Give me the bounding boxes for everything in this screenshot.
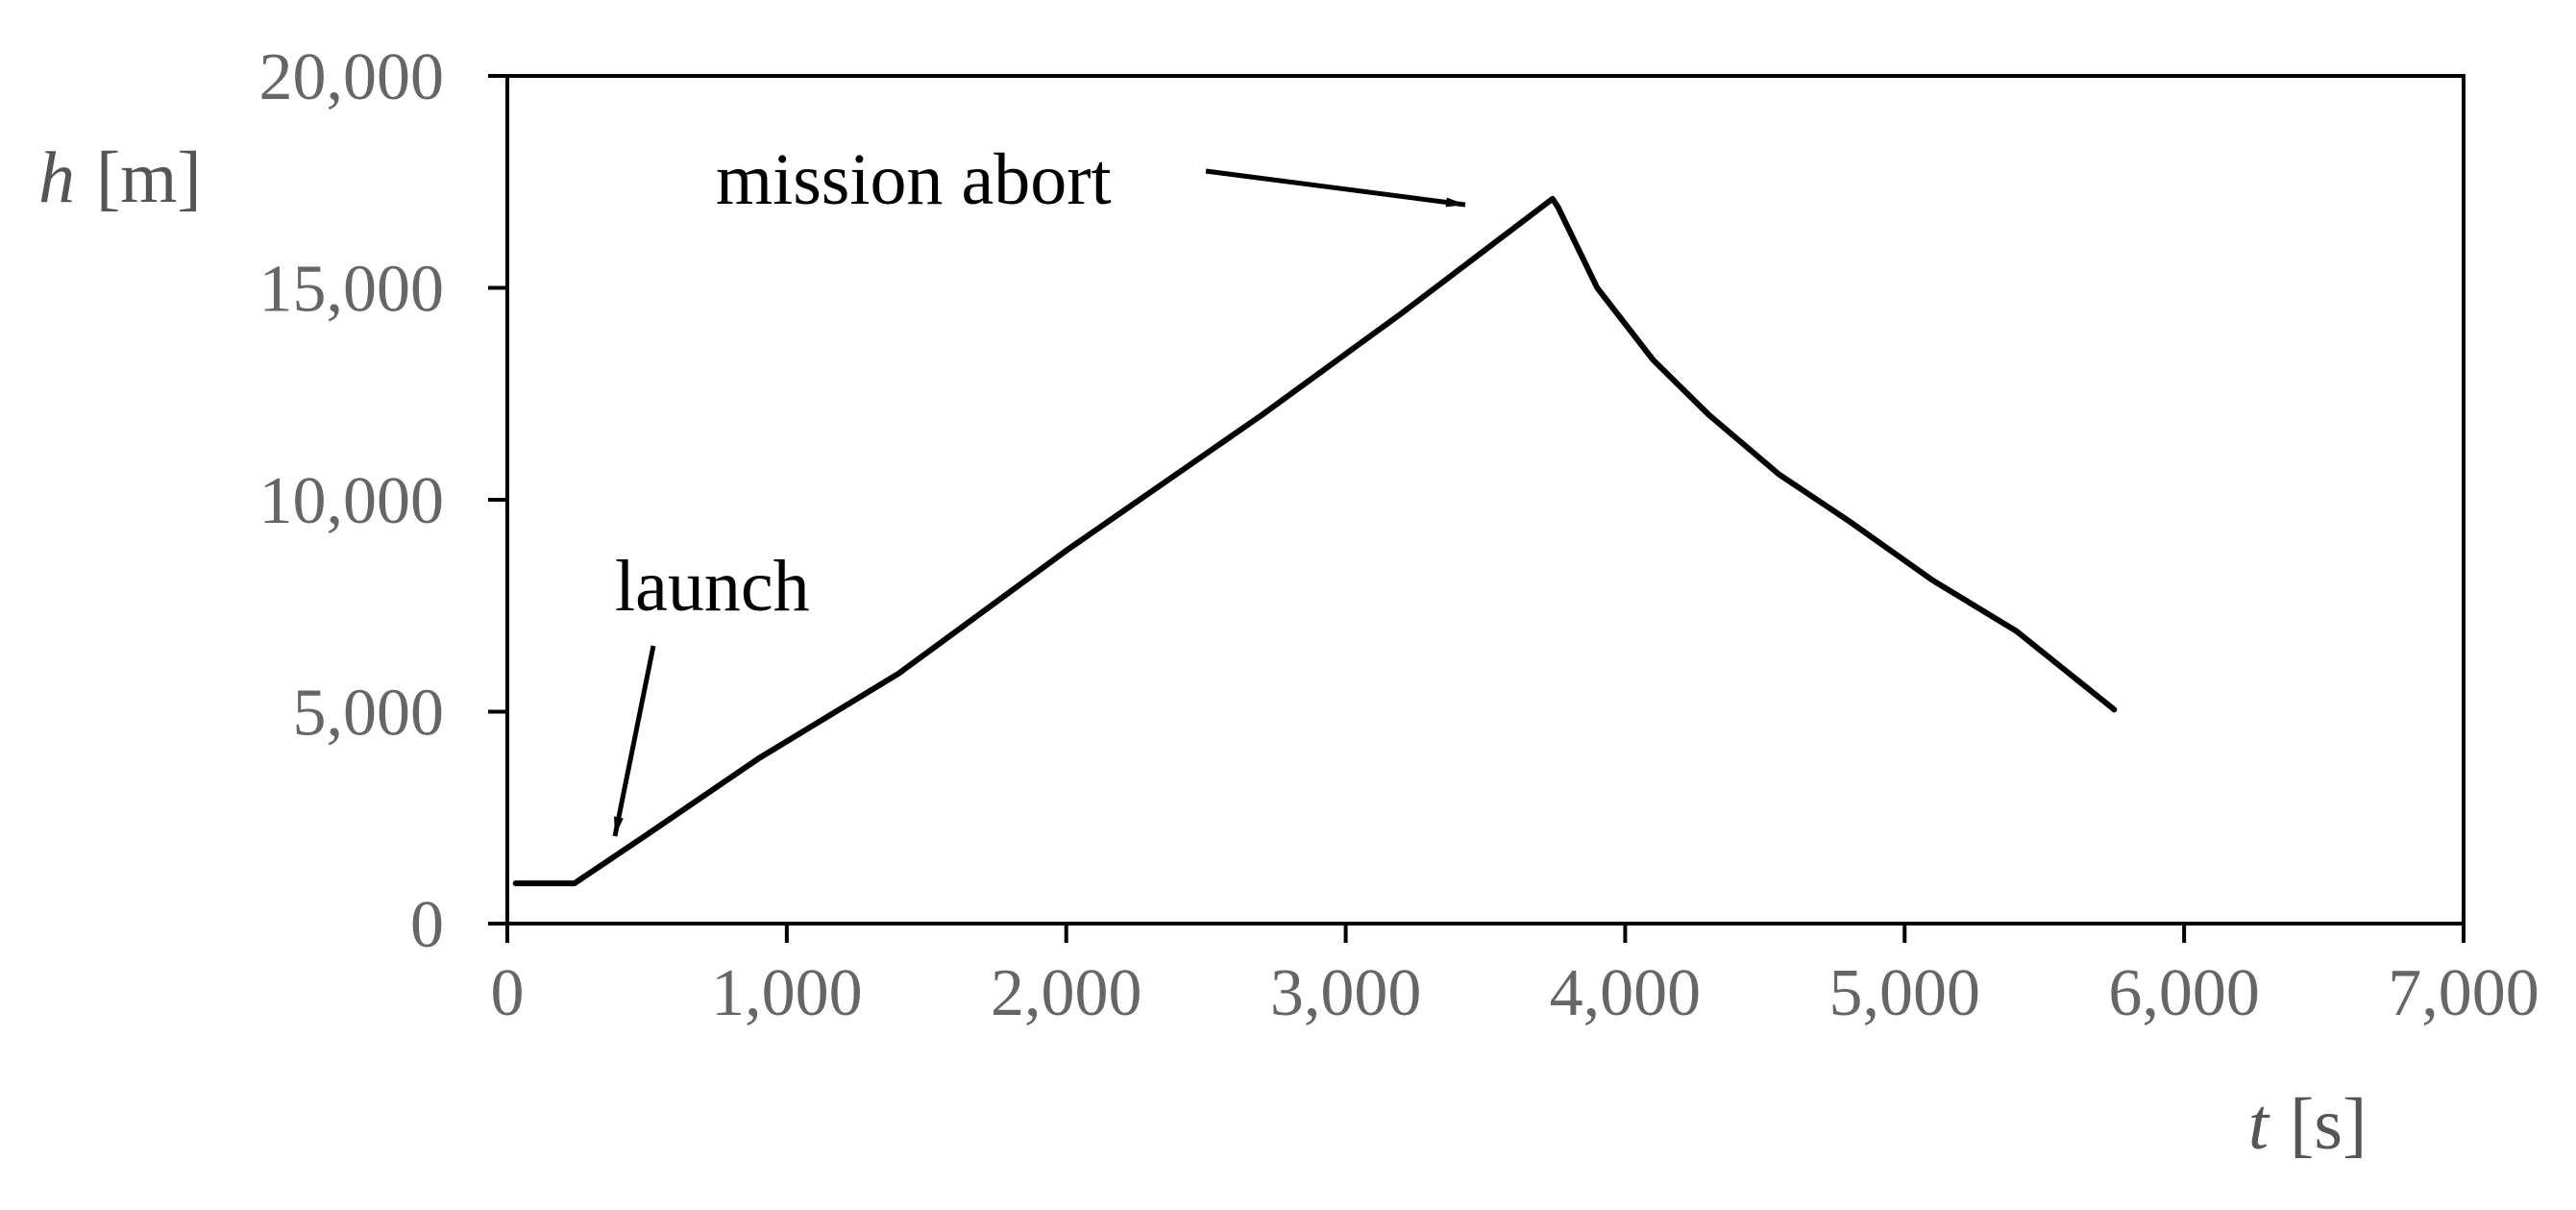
x-tick-label: 5,000 (1829, 956, 1981, 1030)
y-tick-label: 5,000 (293, 677, 445, 751)
y-tick-label: 0 (410, 888, 444, 962)
y-axis-variable: h (38, 137, 75, 218)
y-axis-unit: [m] (96, 137, 202, 218)
launch-annotation: launch (615, 546, 810, 627)
y-tick-label: 20,000 (259, 40, 445, 114)
launch-arrow (612, 645, 656, 837)
x-tick-label: 1,000 (711, 956, 863, 1030)
x-tick-label: 7,000 (2388, 956, 2539, 1030)
x-tick-label: 6,000 (2108, 956, 2260, 1030)
x-axis-label: t [s] (2248, 1084, 2367, 1165)
x-tick-label: 2,000 (991, 956, 1142, 1030)
x-axis-unit: [s] (2290, 1084, 2367, 1165)
x-axis-variable: t (2248, 1084, 2270, 1165)
ticks-layer: 0 1,000 2,000 3,000 4,000 5,000 6,000 7,000 0 5,0… (259, 40, 2539, 1030)
altitude-series-line (512, 195, 2118, 887)
x-tick-label: 4,000 (1550, 956, 1702, 1030)
annotations-layer: mission abort launch (612, 139, 1466, 837)
plot-area-frame (505, 74, 2466, 926)
mission-abort-annotation: mission abort (716, 139, 1112, 220)
y-tick-label: 15,000 (259, 253, 445, 327)
y-axis-label: h [m] (38, 137, 202, 218)
x-tick-label: 3,000 (1270, 956, 1422, 1030)
x-tick-label: 0 (491, 956, 525, 1030)
mission-abort-arrow (1205, 168, 1466, 208)
y-tick-label: 10,000 (259, 464, 445, 538)
